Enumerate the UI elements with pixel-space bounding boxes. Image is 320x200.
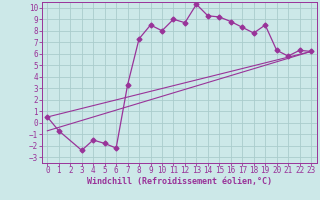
X-axis label: Windchill (Refroidissement éolien,°C): Windchill (Refroidissement éolien,°C) [87, 177, 272, 186]
